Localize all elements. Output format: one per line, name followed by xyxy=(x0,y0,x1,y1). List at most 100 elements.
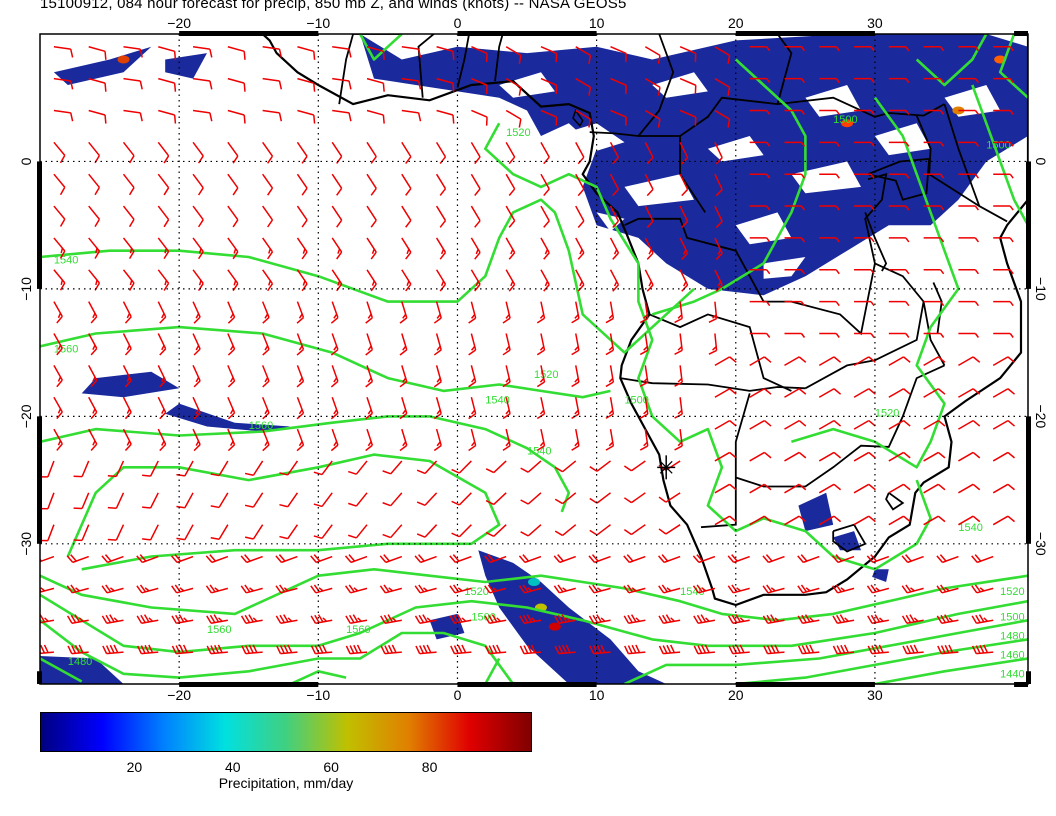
wind-barb xyxy=(610,109,627,126)
country-border xyxy=(338,34,402,105)
precip-area xyxy=(360,34,1028,296)
wind-barb xyxy=(693,644,715,655)
wind-barb xyxy=(639,365,649,387)
wind-barb xyxy=(435,141,447,165)
height-contour xyxy=(915,34,988,87)
wind-barb xyxy=(40,555,55,563)
wind-barb xyxy=(784,173,806,179)
wind-barb xyxy=(366,109,385,124)
country-border xyxy=(637,34,675,137)
wind-barb xyxy=(416,524,438,538)
wind-barb xyxy=(53,173,66,196)
wind-barb xyxy=(505,77,522,96)
wind-barb xyxy=(992,356,1016,367)
wind-barb xyxy=(401,205,412,228)
wind-barb xyxy=(519,644,542,655)
wind-barb xyxy=(73,524,90,542)
wind-barb xyxy=(784,109,806,115)
wind-barb xyxy=(923,269,945,275)
wind-barb xyxy=(693,614,716,624)
wind-barb xyxy=(536,428,546,451)
wind-barb xyxy=(784,45,806,52)
wind-barb xyxy=(605,428,615,451)
wind-barb xyxy=(227,77,246,92)
frame-segment xyxy=(179,31,319,36)
wind-barb xyxy=(414,614,437,624)
wind-barb xyxy=(609,141,620,165)
wind-barb xyxy=(122,141,135,164)
wind-barb xyxy=(53,141,66,164)
wind-barb xyxy=(923,205,945,211)
wind-barb xyxy=(644,269,654,292)
wind-barb xyxy=(644,237,654,260)
height-contour xyxy=(40,657,83,683)
wind-barb xyxy=(605,333,615,356)
wind-barb xyxy=(122,365,132,388)
country-border xyxy=(943,103,981,207)
wind-barb xyxy=(276,644,298,655)
wind-barb xyxy=(40,587,55,593)
wind-barb xyxy=(692,554,716,564)
wind-barb xyxy=(502,301,511,324)
wind-barb xyxy=(88,237,101,259)
wind-barb xyxy=(73,492,90,510)
y-tick-label-right: −20 xyxy=(1033,404,1049,428)
wind-barb xyxy=(240,584,263,594)
wind-barb xyxy=(88,205,101,228)
wind-barb xyxy=(158,77,177,92)
wind-barb xyxy=(832,644,855,655)
wind-barb xyxy=(714,483,737,494)
y-tick-label-right: −30 xyxy=(1033,532,1049,556)
contour-label: 1500 xyxy=(1000,611,1024,623)
wind-barb xyxy=(296,269,308,292)
wind-barb xyxy=(623,492,646,504)
wind-barb xyxy=(623,524,646,536)
wind-barb xyxy=(749,356,772,367)
wind-barb xyxy=(505,109,522,128)
wind-barb xyxy=(993,237,1014,243)
wind-barb xyxy=(554,614,576,624)
wind-barb xyxy=(958,451,981,462)
country-border xyxy=(589,96,945,137)
wind-barb xyxy=(171,584,194,594)
x-tick-label-top: −10 xyxy=(306,15,330,31)
wind-barb xyxy=(624,644,646,655)
wind-barb xyxy=(310,554,333,564)
wind-barb xyxy=(192,109,213,122)
wind-barb xyxy=(382,492,403,507)
wind-barb xyxy=(888,483,911,494)
wind-barb xyxy=(575,109,592,128)
wind-barb xyxy=(123,46,143,58)
wind-barb xyxy=(888,451,911,462)
height-contour xyxy=(66,453,501,571)
wind-barb xyxy=(853,419,876,430)
wind-barb xyxy=(958,45,980,52)
wind-barb xyxy=(66,554,89,564)
wind-barb xyxy=(261,365,270,388)
wind-barb xyxy=(749,173,771,179)
precip-area xyxy=(81,371,180,398)
country-border xyxy=(776,34,793,105)
wind-barb xyxy=(192,173,204,196)
wind-barb xyxy=(958,419,981,430)
wind-barb xyxy=(901,614,924,624)
frame-segment xyxy=(1014,31,1028,36)
wind-barb xyxy=(958,300,980,307)
wind-barb xyxy=(53,205,66,227)
colorbar-tick-label: 80 xyxy=(421,759,438,775)
wind-barb xyxy=(331,173,343,196)
wind-barb xyxy=(313,460,333,476)
wind-barb xyxy=(714,205,723,229)
wind-barb xyxy=(854,237,875,243)
wind-barb xyxy=(714,356,737,367)
wind-barb xyxy=(958,141,980,147)
wind-barb xyxy=(888,237,910,243)
wind-barb xyxy=(749,77,771,84)
wind-barb xyxy=(993,332,1014,338)
wind-barb xyxy=(310,584,333,594)
wind-barb xyxy=(136,644,159,655)
wind-barb xyxy=(589,460,611,472)
wind-barb xyxy=(679,46,697,62)
wind-barb xyxy=(101,554,124,564)
wind-barb xyxy=(605,365,615,388)
